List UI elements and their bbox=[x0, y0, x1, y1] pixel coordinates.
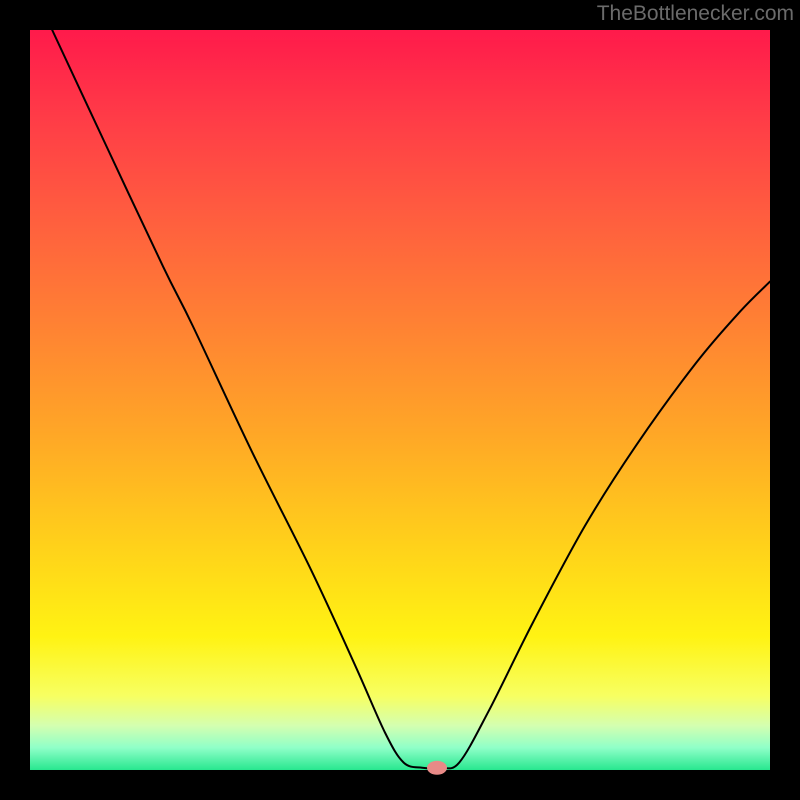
optimum-marker bbox=[427, 761, 447, 775]
chart-gradient-background bbox=[30, 30, 770, 770]
watermark-text: TheBottlenecker.com bbox=[597, 2, 794, 26]
bottleneck-chart bbox=[0, 0, 800, 800]
chart-container: TheBottlenecker.com bbox=[0, 0, 800, 800]
